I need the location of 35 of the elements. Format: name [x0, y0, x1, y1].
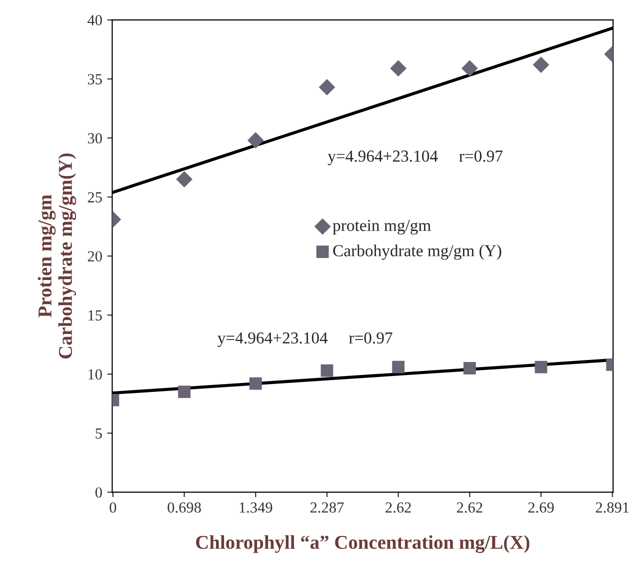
y-tick-label: 40 [88, 15, 102, 26]
y-tick-label: 10 [88, 369, 102, 380]
point [249, 377, 262, 390]
point [390, 60, 407, 77]
x-tick-label: 1.349 [240, 502, 272, 513]
x-tick-label: 2.62 [456, 502, 482, 513]
point [318, 78, 336, 96]
y-tick-label: 35 [88, 74, 102, 84]
y-tick-label: 15 [88, 310, 102, 321]
y-tick-label: 20 [88, 251, 102, 262]
x-tick-label: 2.69 [528, 502, 554, 513]
annotation: y=4.964+23.104 r=0.97 [218, 332, 392, 348]
point [178, 386, 190, 398]
x-tick-label: 2.287 [310, 502, 344, 513]
x-tick-label: 2.891 [596, 502, 629, 513]
point [176, 171, 192, 188]
point [463, 362, 476, 374]
x-tick-label: 2.62 [386, 502, 411, 513]
legend-label: Carbohydrate mg/gm (Y) [333, 244, 502, 260]
point [532, 56, 550, 73]
point [534, 360, 548, 374]
y-tick-label: 0 [95, 487, 102, 498]
legend-label: protein mg/gm [332, 220, 431, 235]
x-axis-title: Chlorophyll “a” Concentration mg/L(X) [196, 535, 530, 553]
y-axis-title: Protien mg/gm Carbohydrate mg/gm(Y) [38, 153, 76, 359]
y-tick-label: 25 [88, 192, 102, 202]
y-tick-label: 5 [96, 428, 102, 439]
annotation: y=4.964+23.104 r=0.97 [328, 150, 503, 166]
x-tick-label: 0.698 [168, 502, 201, 513]
point [247, 132, 264, 149]
point [461, 60, 478, 77]
point [392, 360, 405, 374]
y-tick-label: 30 [88, 133, 102, 144]
x-tick-label: 0 [110, 502, 116, 513]
point [320, 364, 334, 377]
